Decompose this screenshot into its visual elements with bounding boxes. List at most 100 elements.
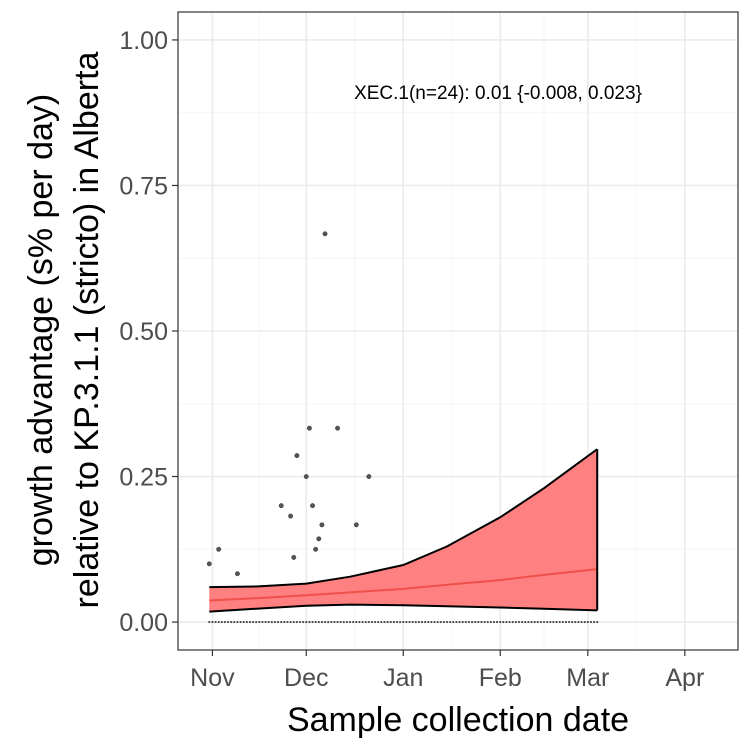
zero-point [339, 620, 342, 624]
zero-point [433, 620, 436, 624]
zero-point [367, 620, 370, 624]
zero-point [220, 620, 223, 624]
zero-point [308, 620, 311, 624]
zero-point [258, 620, 261, 624]
zero-point [292, 620, 295, 624]
zero-point [261, 620, 264, 624]
zero-point [467, 620, 471, 624]
zero-point [430, 620, 433, 624]
zero-point [571, 620, 574, 624]
confidence-ribbon [209, 449, 598, 612]
zero-point [427, 620, 430, 624]
zero-point [295, 620, 298, 624]
zero-point [486, 620, 489, 624]
zero-point [542, 620, 546, 624]
x-tick-label: Mar [566, 664, 609, 692]
zero-point [439, 620, 442, 624]
y-axis-title-line-1: growth advantage (s% per day) [22, 94, 60, 566]
zero-point [211, 620, 214, 624]
zero-point [333, 620, 336, 624]
data-point [288, 513, 294, 519]
zero-point [411, 620, 414, 624]
zero-point [298, 620, 302, 624]
data-point [316, 536, 322, 542]
x-axis-ticks: Nov Dec Jan Feb Mar Apr [190, 650, 704, 692]
zero-point [223, 620, 227, 624]
zero-point [470, 620, 474, 624]
zero-point [414, 620, 417, 624]
data-points [206, 231, 599, 624]
zero-point [499, 620, 502, 624]
zero-point [348, 620, 352, 624]
zero-point [267, 620, 270, 624]
zero-point [230, 620, 233, 624]
zero-point [474, 620, 477, 624]
zero-point [214, 620, 217, 624]
data-point [353, 522, 359, 528]
zero-point [251, 620, 255, 624]
zero-point [386, 620, 389, 624]
zero-point [417, 620, 420, 624]
data-point [291, 554, 297, 560]
zero-point [524, 620, 527, 624]
x-tick-label: Feb [479, 664, 522, 692]
data-point [294, 453, 300, 459]
zero-point [552, 620, 555, 624]
zero-point [555, 620, 558, 624]
zero-point [536, 620, 539, 624]
data-point [234, 571, 240, 577]
zero-point [586, 620, 589, 624]
zero-point [589, 620, 593, 624]
data-point [303, 474, 309, 479]
zero-point [289, 620, 292, 624]
zero-point [521, 620, 524, 624]
x-tick-label: Dec [284, 664, 328, 692]
zero-point [461, 620, 464, 624]
zero-point [317, 620, 320, 624]
zero-point [264, 620, 267, 624]
zero-point [596, 620, 599, 624]
confidence-ribbon-layer [209, 448, 599, 613]
zero-point [452, 620, 455, 624]
zero-point [377, 620, 380, 624]
zero-point [314, 620, 317, 624]
zero-point [399, 620, 402, 624]
zero-point [567, 620, 571, 624]
zero-point [330, 620, 333, 624]
zero-point [517, 620, 521, 624]
y-tick-label: 0.00 [119, 609, 168, 637]
zero-point [420, 620, 424, 624]
zero-point [373, 620, 377, 624]
zero-point [364, 620, 367, 624]
zero-point [245, 620, 248, 624]
zero-point [270, 620, 273, 624]
ribbon-lower-bound [209, 603, 598, 613]
zero-point [236, 620, 239, 624]
zero-point [480, 620, 483, 624]
zero-point [277, 620, 280, 624]
zero-point [283, 620, 286, 624]
zero-point [549, 620, 552, 624]
zero-point [336, 620, 339, 624]
zero-point [352, 620, 355, 624]
zero-point [583, 620, 586, 624]
zero-point [564, 620, 568, 624]
zero-point [355, 620, 358, 624]
zero-point [442, 620, 446, 624]
zero-point [320, 620, 324, 624]
x-tick-label: Jan [383, 664, 423, 692]
ribbon-upper-bound [209, 448, 598, 589]
zero-point [508, 620, 511, 624]
y-axis-ticks: 0.00 0.25 0.50 0.75 1.00 [119, 27, 178, 637]
zero-point [248, 620, 252, 624]
data-point [310, 503, 315, 509]
zero-point [533, 620, 536, 624]
zero-point [574, 620, 577, 624]
zero-point [358, 620, 361, 624]
zero-point [305, 620, 308, 624]
zero-point [327, 620, 330, 624]
zero-point [436, 620, 439, 624]
y-axis-title-line-2: relative to KP.3.1.1 (stricto) in Albert… [68, 51, 106, 608]
zero-point [580, 620, 583, 624]
zero-point [361, 620, 364, 624]
